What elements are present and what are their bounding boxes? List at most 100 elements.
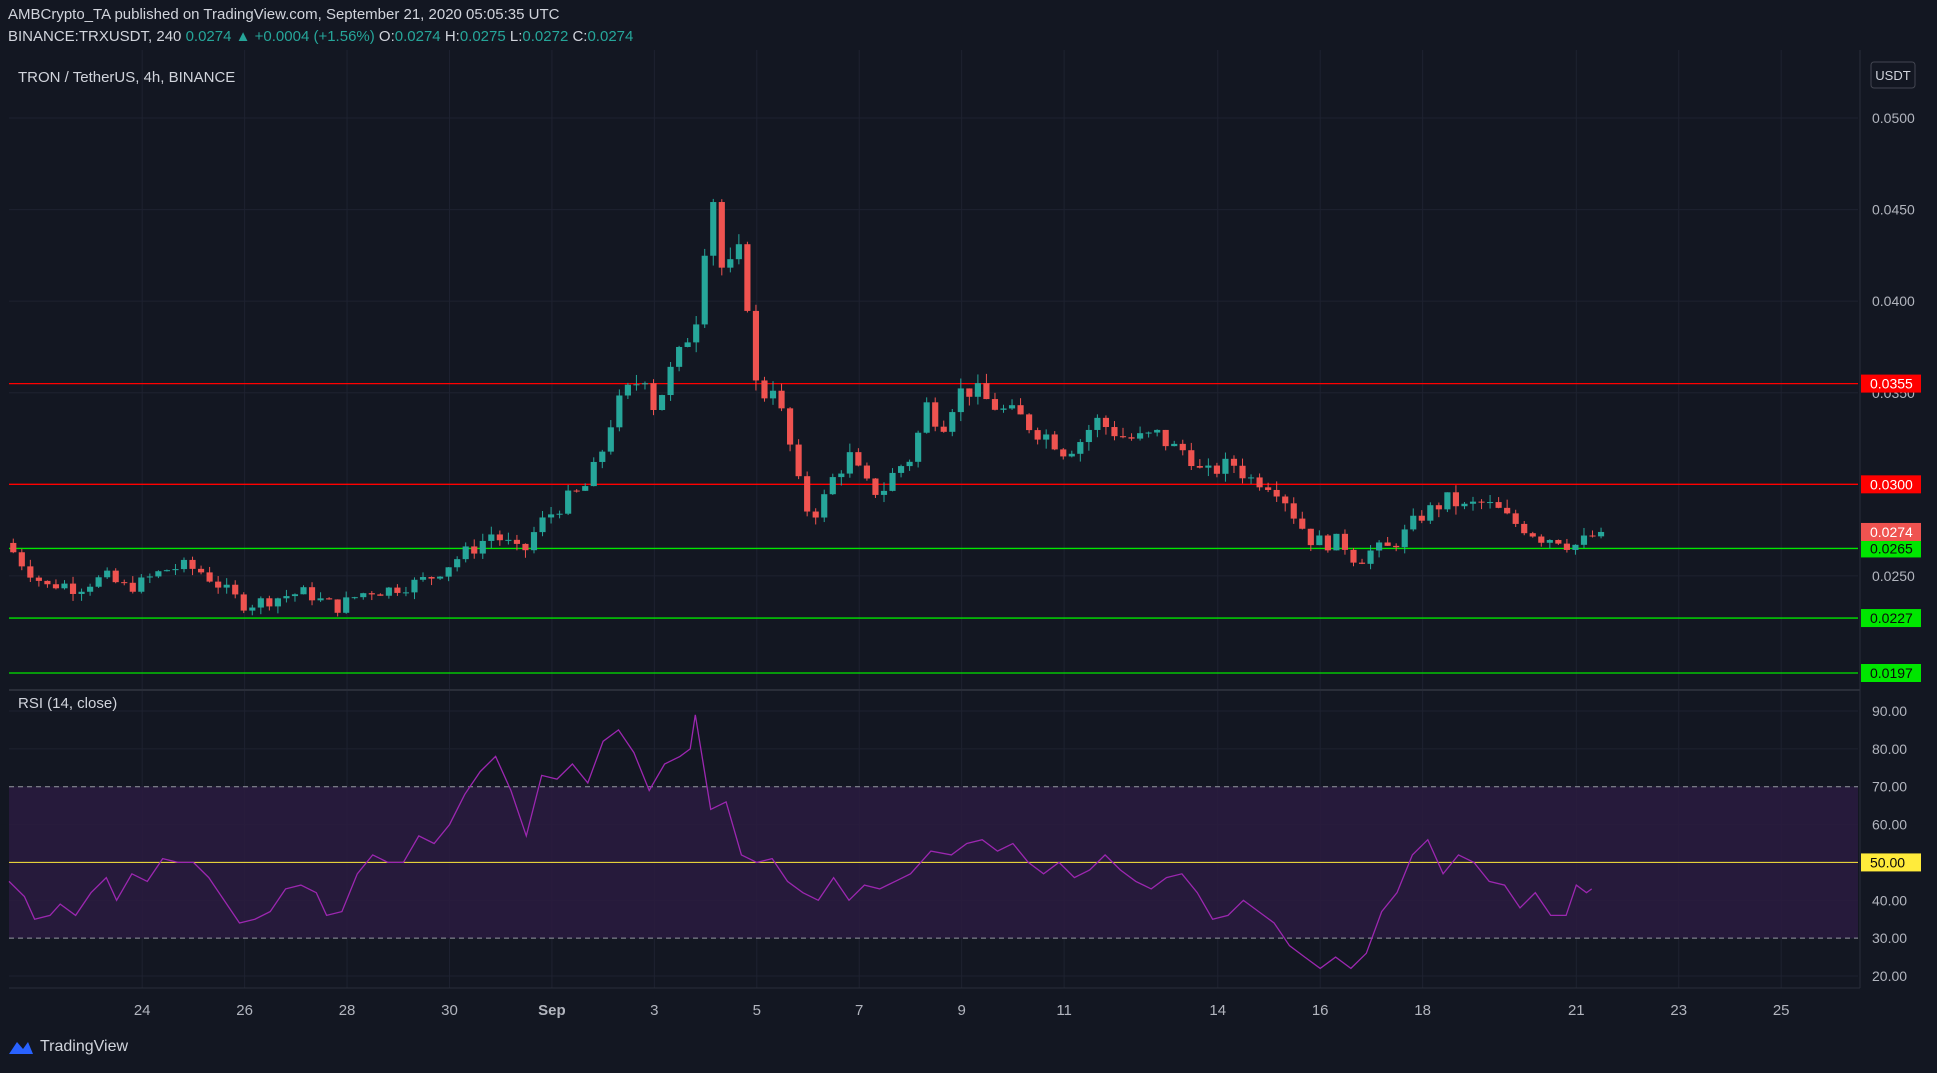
candle-up[interactable] xyxy=(530,532,538,551)
candle-up[interactable] xyxy=(61,583,68,589)
candle-up[interactable] xyxy=(1427,505,1434,521)
candle-up[interactable] xyxy=(547,514,555,518)
candle-up[interactable] xyxy=(351,597,358,599)
candle-up[interactable] xyxy=(1077,442,1084,454)
candle-up[interactable] xyxy=(95,577,102,587)
candle-up[interactable] xyxy=(539,517,546,533)
candle-up[interactable] xyxy=(462,546,469,560)
candle-down[interactable] xyxy=(1384,542,1391,546)
candle-down[interactable] xyxy=(1358,562,1366,564)
candle-down[interactable] xyxy=(1128,437,1135,439)
candle-up[interactable] xyxy=(1085,429,1092,443)
rsi-series[interactable] xyxy=(8,714,1593,970)
candle-down[interactable] xyxy=(1290,503,1297,519)
candle-up[interactable] xyxy=(906,461,913,467)
candle-down[interactable] xyxy=(761,380,768,399)
candle-up[interactable] xyxy=(676,346,683,367)
candle-down[interactable] xyxy=(1529,533,1536,537)
candle-up[interactable] xyxy=(607,427,614,452)
candle-down[interactable] xyxy=(940,426,947,432)
candle-down[interactable] xyxy=(1341,533,1349,550)
candle-down[interactable] xyxy=(1188,450,1195,467)
candle-up[interactable] xyxy=(658,395,666,411)
candle-up[interactable] xyxy=(402,592,410,594)
candle-up[interactable] xyxy=(163,570,170,572)
candle-up[interactable] xyxy=(1068,453,1075,457)
candle-up[interactable] xyxy=(1597,531,1605,537)
candle-up[interactable] xyxy=(1410,515,1417,530)
candle-down[interactable] xyxy=(1538,536,1545,543)
candle-down[interactable] xyxy=(650,383,657,411)
candle-down[interactable] xyxy=(266,598,273,607)
candle-down[interactable] xyxy=(1179,443,1186,451)
candle-down[interactable] xyxy=(1589,535,1596,537)
candle-down[interactable] xyxy=(394,587,401,593)
candle-up[interactable] xyxy=(821,494,828,518)
candle-down[interactable] xyxy=(1299,518,1306,529)
candle-down[interactable] xyxy=(744,244,751,311)
candle-up[interactable] xyxy=(1205,465,1212,468)
candle-up[interactable] xyxy=(180,559,188,570)
candle-down[interactable] xyxy=(718,202,725,268)
candle-up[interactable] xyxy=(633,384,640,386)
candle-up[interactable] xyxy=(437,576,444,579)
candle-up[interactable] xyxy=(889,472,896,491)
candle-up[interactable] xyxy=(727,259,734,268)
candle-up[interactable] xyxy=(769,390,777,399)
candle-down[interactable] xyxy=(308,587,316,601)
candle-up[interactable] xyxy=(641,383,649,385)
candle-down[interactable] xyxy=(121,582,128,584)
candle-up[interactable] xyxy=(846,452,853,474)
candle-up[interactable] xyxy=(257,598,264,608)
candle-up[interactable] xyxy=(300,587,307,595)
candle-down[interactable] xyxy=(752,310,760,381)
candle-down[interactable] xyxy=(1265,487,1272,490)
candle-up[interactable] xyxy=(556,513,563,515)
candle-up[interactable] xyxy=(249,607,256,611)
candle-down[interactable] xyxy=(232,584,239,595)
candle-down[interactable] xyxy=(428,577,435,579)
candle-up[interactable] xyxy=(1487,502,1494,504)
candle-up[interactable] xyxy=(411,579,418,593)
candle-up[interactable] xyxy=(1376,542,1383,551)
candle-down[interactable] xyxy=(872,478,879,495)
candle-down[interactable] xyxy=(795,444,802,477)
candle-down[interactable] xyxy=(863,465,870,479)
candle-up[interactable] xyxy=(1043,434,1050,440)
candle-down[interactable] xyxy=(240,594,247,611)
candle-up[interactable] xyxy=(590,461,597,487)
candle-up[interactable] xyxy=(1546,540,1553,543)
candle-up[interactable] xyxy=(582,486,589,491)
candle-up[interactable] xyxy=(454,559,461,568)
candle-down[interactable] xyxy=(1162,429,1169,447)
symbol-label[interactable]: BINANCE:TRXUSDT, 240 xyxy=(8,28,182,45)
candle-down[interactable] xyxy=(471,546,478,554)
candle-down[interactable] xyxy=(35,577,42,581)
candle-up[interactable] xyxy=(155,571,162,577)
candle-up[interactable] xyxy=(838,473,845,478)
candle-down[interactable] xyxy=(112,570,119,583)
candle-up[interactable] xyxy=(684,342,691,347)
candle-down[interactable] xyxy=(1512,513,1519,524)
candle-down[interactable] xyxy=(966,388,973,397)
candle-down[interactable] xyxy=(334,599,341,613)
candle-down[interactable] xyxy=(1230,458,1238,466)
candle-down[interactable] xyxy=(52,584,60,589)
candle-down[interactable] xyxy=(1452,492,1460,507)
candle-up[interactable] xyxy=(1401,529,1408,548)
candle-down[interactable] xyxy=(1324,535,1331,551)
candle-up[interactable] xyxy=(223,584,230,588)
candle-down[interactable] xyxy=(787,408,794,445)
candle-up[interactable] xyxy=(1154,429,1161,433)
candle-up[interactable] xyxy=(710,202,717,256)
candle-down[interactable] xyxy=(18,552,25,567)
candle-down[interactable] xyxy=(1213,465,1220,474)
candle-down[interactable] xyxy=(1495,502,1502,508)
candle-down[interactable] xyxy=(206,572,213,582)
candle-up[interactable] xyxy=(283,596,290,599)
candle-up[interactable] xyxy=(317,598,324,601)
candle-up[interactable] xyxy=(1247,477,1255,479)
candle-down[interactable] xyxy=(377,594,384,596)
candle-up[interactable] xyxy=(146,576,153,578)
candle-up[interactable] xyxy=(1000,408,1007,410)
